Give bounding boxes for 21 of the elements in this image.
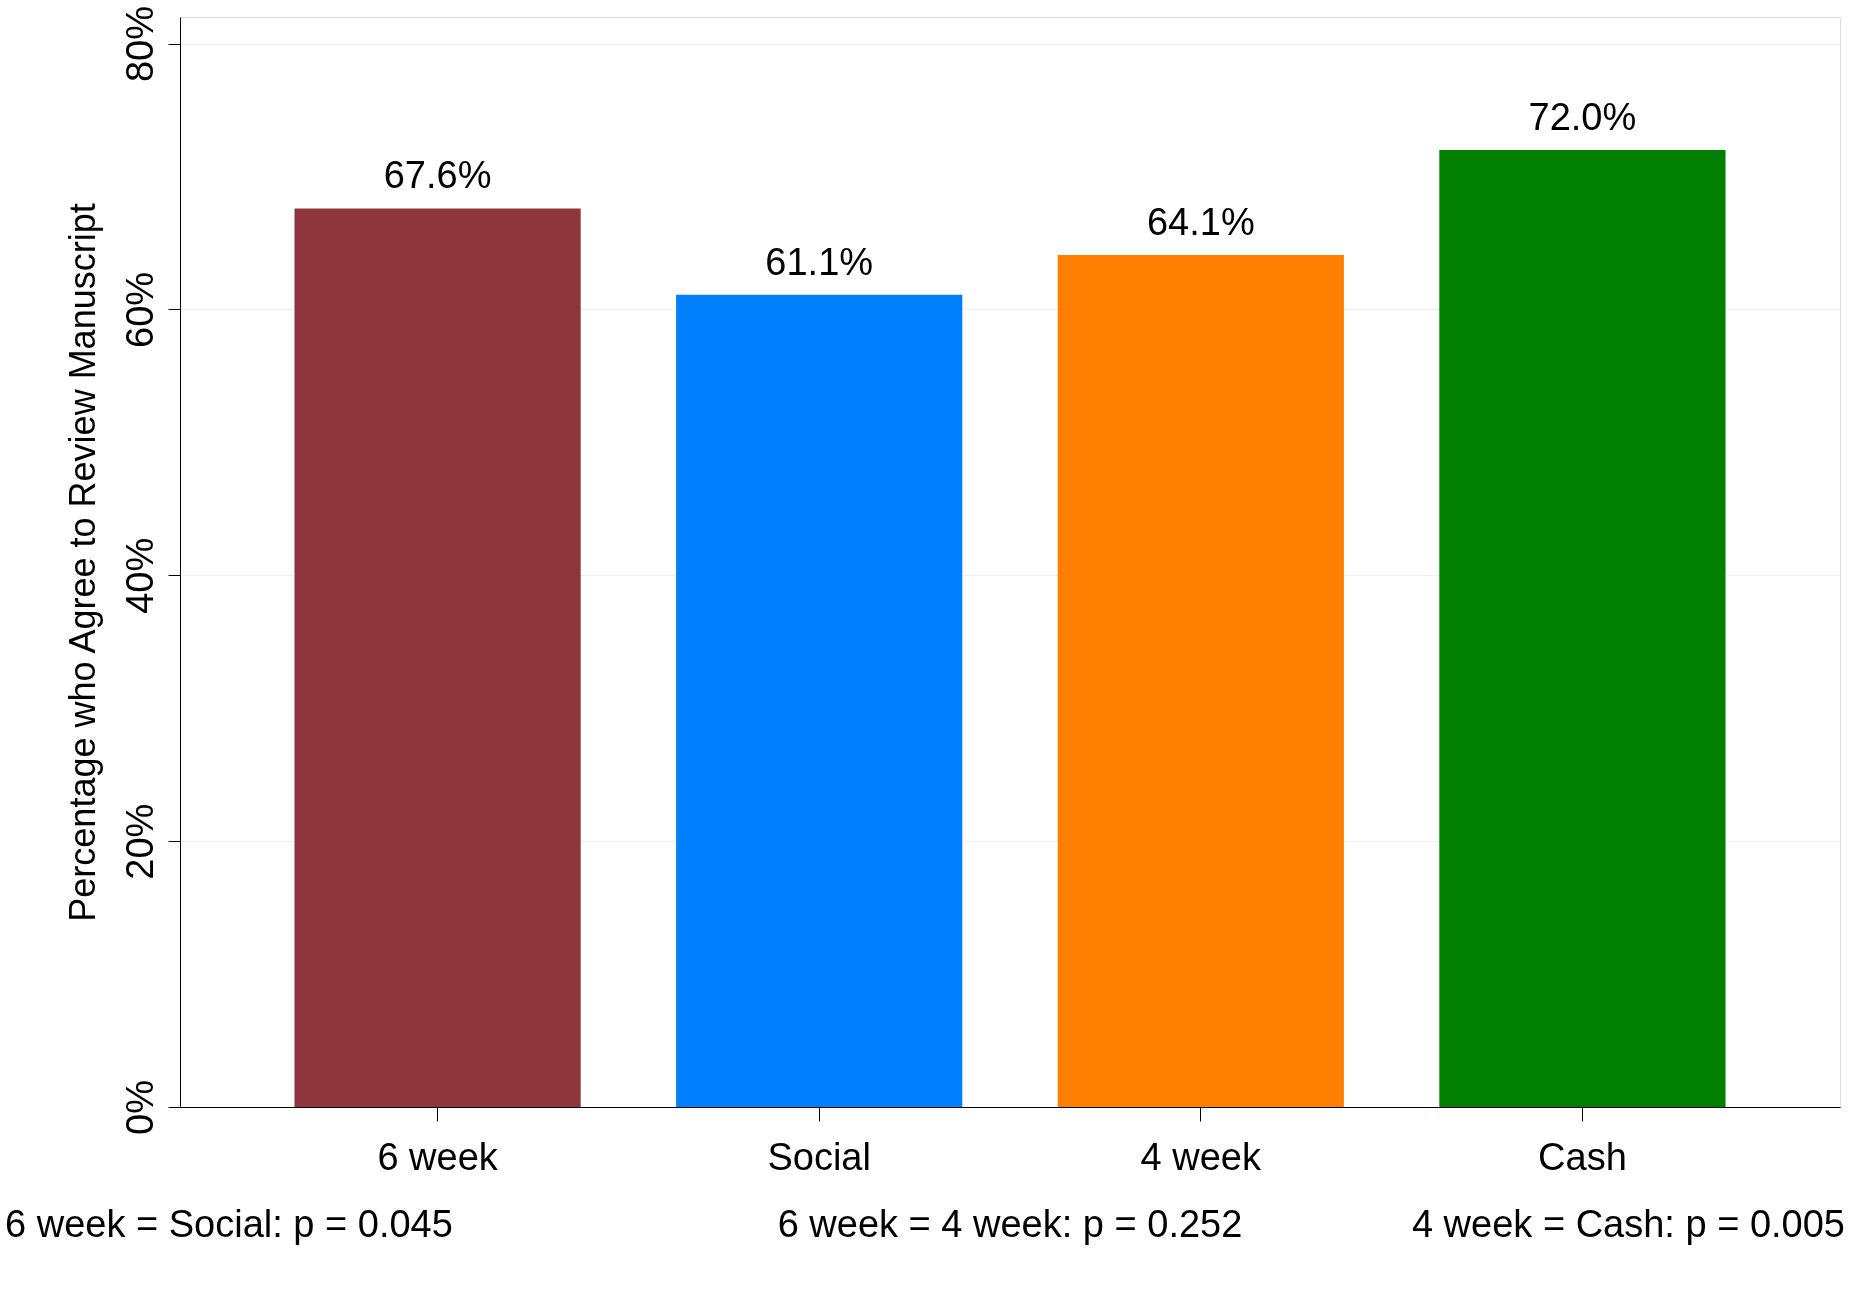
x-tick-label: 6 week [377, 1135, 499, 1178]
bar [676, 294, 963, 1107]
y-axis-title: Percentage who Agree to Review Manuscript [61, 203, 103, 922]
text: 6 week = 4 week: p = 0.252 [777, 1203, 1243, 1245]
bar [1057, 254, 1344, 1107]
text: 4 week = Cash: p = 0.005 [1411, 1203, 1845, 1245]
y-tick-label: 80% [118, 6, 161, 83]
text: 6 week = Social: p = 0.045 [5, 1203, 453, 1245]
data-label: 64.1% [1146, 200, 1255, 243]
data-label: 67.6% [383, 154, 492, 197]
y-tick-label: 20% [118, 803, 161, 880]
y-tick-label: 40% [118, 537, 161, 614]
x-tick-label: 4 week [1140, 1135, 1262, 1178]
x-tick-label: Cash [1538, 1135, 1627, 1178]
bar [1439, 149, 1726, 1107]
x-tick-label: Social [767, 1135, 871, 1178]
y-tick-label: 60% [118, 271, 161, 348]
bar [294, 208, 581, 1107]
data-label: 61.1% [765, 240, 874, 283]
y-tick-label: 0% [118, 1080, 161, 1135]
data-label: 72.0% [1528, 95, 1637, 138]
